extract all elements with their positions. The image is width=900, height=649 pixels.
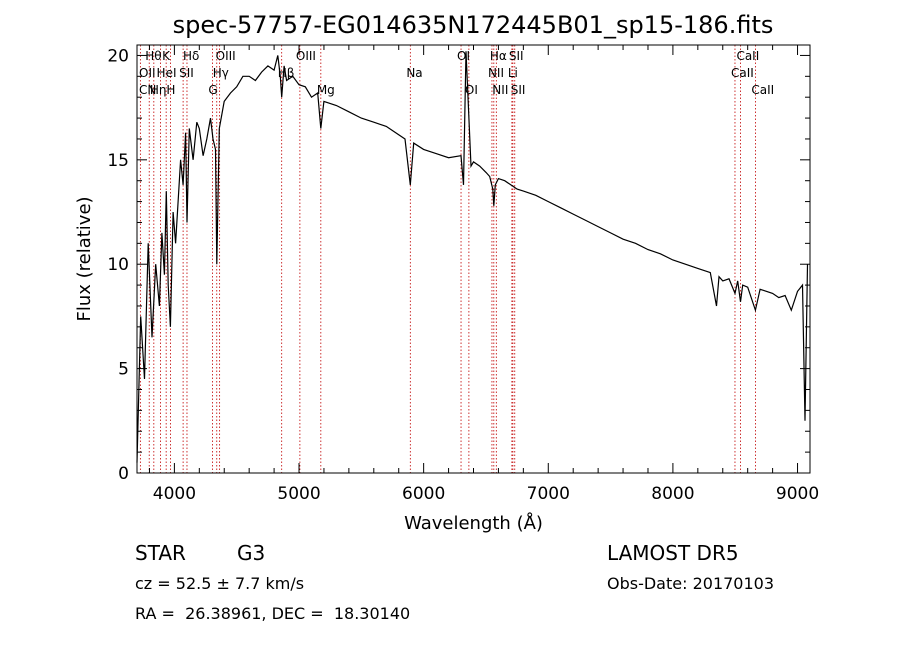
line-label-2: CN — [139, 83, 156, 97]
spectral-line-markers — [136, 45, 756, 473]
y-tick-label: 0 — [118, 464, 129, 484]
line-label-6: Hδ — [183, 49, 199, 63]
line-label-20: NII — [492, 83, 508, 97]
line-label-3: K — [162, 49, 171, 63]
y-tick-label: 5 — [118, 360, 129, 380]
x-tick-label: 8000 — [651, 484, 694, 504]
spectrum-series-line — [136, 51, 809, 463]
x-tick-label: 9000 — [776, 484, 819, 504]
observation-date: Obs-Date: 20170103 — [607, 574, 775, 593]
line-label-4: HeI — [157, 66, 177, 80]
line-label-14: Mg — [317, 83, 335, 97]
line-label-25: CaII — [731, 66, 754, 80]
line-label-22: Li — [508, 66, 518, 80]
y-tick-label: 15 — [107, 151, 129, 171]
object-subclass: G3 — [237, 541, 266, 565]
x-tick-label: 7000 — [527, 484, 570, 504]
line-label-10: Hγ — [213, 66, 229, 80]
y-axis-label: Flux (relative) — [74, 196, 95, 321]
chart-title: spec-57757-EG014635N172445B01_sp15-186.f… — [173, 11, 774, 39]
spectral-line-labels: HθOIICNKHeIHηHδSIIHOIIIHγGOIIIHβMgNaOIOI… — [139, 49, 774, 97]
line-label-21: SII — [509, 49, 524, 63]
line-label-9: OIII — [216, 49, 236, 63]
line-label-24: CaII — [736, 49, 759, 63]
line-label-26: CaII — [751, 83, 774, 97]
plot-frame — [136, 44, 811, 474]
line-label-13: Hβ — [278, 66, 295, 80]
line-label-19: NII — [488, 66, 504, 80]
line-label-18: Hα — [490, 49, 507, 63]
axis-ticks: 4000 5000 6000 7000 8000 9000 0 5 10 15 20 — [107, 45, 819, 504]
survey-name: LAMOST DR5 — [607, 541, 739, 565]
object-class: STAR — [135, 541, 186, 565]
line-label-8: H — [166, 83, 175, 97]
x-tick-label: 5000 — [277, 484, 320, 504]
y-tick-label: 20 — [107, 46, 129, 66]
x-tick-label: 4000 — [153, 484, 196, 504]
line-label-7: SII — [179, 66, 194, 80]
line-label-5: Hη — [150, 83, 167, 97]
line-label-15: Na — [406, 66, 422, 80]
x-axis-label: Wavelength (Å) — [404, 512, 543, 534]
x-tick-label: 6000 — [402, 484, 445, 504]
y-tick-label: 10 — [107, 255, 129, 275]
redshift-cz: cz = 52.5 ± 7.7 km/s — [135, 574, 305, 593]
line-label-12: OIII — [296, 49, 316, 63]
line-label-0: Hθ — [145, 49, 161, 63]
line-label-23: SII — [511, 83, 526, 97]
ra-dec-coordinates: RA = 26.38961, DEC = 18.30140 — [135, 604, 411, 623]
line-label-11: G — [208, 83, 217, 97]
line-label-17: OI — [465, 83, 478, 97]
line-label-1: OII — [139, 66, 156, 80]
line-label-16: OI — [457, 49, 470, 63]
